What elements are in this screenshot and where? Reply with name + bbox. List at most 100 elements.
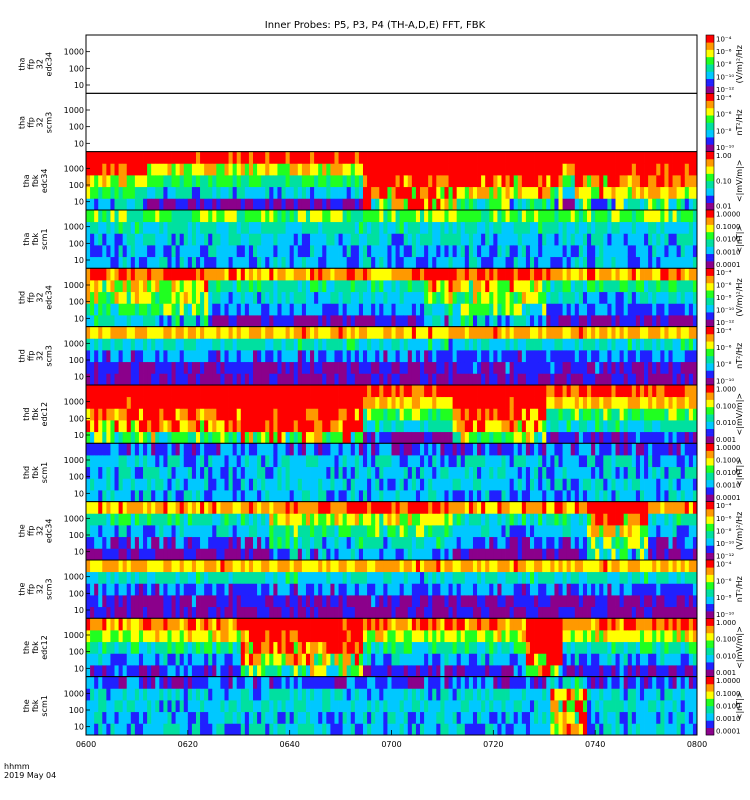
heatmap-cell <box>167 186 172 199</box>
heatmap-cell <box>375 280 380 293</box>
heatmap-cell <box>534 163 539 176</box>
heatmap-cell <box>529 443 535 456</box>
heatmap-cell <box>310 198 315 211</box>
heatmap-cell <box>98 525 103 538</box>
heatmap-cell <box>175 268 181 281</box>
heatmap-cell <box>493 280 498 293</box>
heatmap-cell <box>285 175 291 188</box>
heatmap-cell <box>521 326 527 339</box>
heatmap-cell <box>505 291 511 304</box>
heatmap-cell <box>183 233 189 246</box>
heatmap-cell <box>257 291 262 304</box>
heatmap-cell <box>122 525 128 538</box>
heatmap-cell <box>595 338 600 351</box>
heatmap-cell <box>118 151 124 164</box>
heatmap-cell <box>509 420 515 433</box>
heatmap-cell <box>310 291 315 304</box>
colorbar-segment <box>706 100 714 104</box>
heatmap-cell <box>277 326 282 339</box>
heatmap-cell <box>456 280 462 293</box>
heatmap-cell <box>566 245 572 258</box>
heatmap-cell <box>379 291 384 304</box>
y-tick-label: 10 <box>74 489 84 498</box>
heatmap-cell <box>591 268 596 281</box>
heatmap-cell <box>468 315 474 328</box>
heatmap-cell <box>383 268 388 281</box>
heatmap-cell <box>183 548 189 561</box>
heatmap-cell <box>163 151 168 164</box>
heatmap-cell <box>403 221 409 234</box>
heatmap-cell <box>314 466 319 479</box>
heatmap-cell <box>86 291 91 304</box>
heatmap-cell <box>407 291 413 304</box>
heatmap-cell <box>277 256 282 269</box>
heatmap-cell <box>529 338 535 351</box>
heatmap-cell <box>179 186 185 199</box>
heatmap-cell <box>257 466 262 479</box>
heatmap-cell <box>342 443 348 456</box>
heatmap-cell <box>607 373 612 386</box>
heatmap-cell <box>627 315 633 328</box>
heatmap-cell <box>460 315 466 328</box>
heatmap-cell <box>452 396 458 409</box>
heatmap-cell <box>428 186 433 199</box>
heatmap-cell <box>436 350 441 363</box>
heatmap-cell <box>179 466 185 479</box>
heatmap-cell <box>338 466 344 479</box>
heatmap-cell <box>191 186 197 199</box>
heatmap-cell <box>468 385 474 398</box>
heatmap-cell <box>513 198 519 211</box>
heatmap-cell <box>86 233 91 246</box>
heatmap-cell <box>167 443 172 456</box>
heatmap-cell <box>195 548 201 561</box>
heatmap-cell <box>200 151 205 164</box>
panel-ylabel: ffp <box>27 351 36 362</box>
heatmap-cell <box>106 501 111 514</box>
colorbar-segment <box>706 195 714 199</box>
heatmap-cell <box>281 385 286 398</box>
heatmap-cell <box>379 315 384 328</box>
heatmap-cell <box>118 338 124 351</box>
heatmap-cell <box>310 350 315 363</box>
colorbar-segment <box>706 363 714 366</box>
heatmap-cell <box>485 396 490 409</box>
heatmap-cell <box>338 396 344 409</box>
heatmap-cell <box>432 245 437 258</box>
heatmap-cell <box>680 233 686 246</box>
heatmap-cell <box>110 361 115 374</box>
heatmap-cell <box>639 221 645 234</box>
heatmap-cell <box>143 478 148 491</box>
heatmap-cell <box>424 431 429 444</box>
heatmap-cell <box>191 536 197 549</box>
heatmap-cell <box>126 408 132 421</box>
heatmap-cell <box>375 373 380 386</box>
heatmap-cell <box>627 338 633 351</box>
heatmap-cell <box>297 163 303 176</box>
colorbar-segment <box>706 321 714 325</box>
heatmap-cell <box>151 490 156 503</box>
heatmap-cell <box>497 431 502 444</box>
heatmap-cell <box>672 455 678 468</box>
heatmap-cell <box>481 408 486 421</box>
heatmap-cell <box>415 186 421 199</box>
heatmap-cell <box>595 478 600 491</box>
heatmap-cell <box>627 326 633 339</box>
heatmap-cell <box>110 326 115 339</box>
heatmap-cell <box>574 210 580 223</box>
heatmap-cell <box>432 408 437 421</box>
heatmap-cell <box>138 210 144 223</box>
colorbar-tick-label: 1.0000 <box>716 444 741 452</box>
heatmap-cell <box>171 385 177 398</box>
heatmap-cell <box>570 420 576 433</box>
heatmap-cell <box>106 548 111 561</box>
heatmap-cell <box>591 315 596 328</box>
heatmap-cell <box>228 221 234 234</box>
heatmap-cell <box>627 455 633 468</box>
heatmap-cell <box>407 163 413 176</box>
heatmap-cell <box>314 198 319 211</box>
heatmap-cell <box>660 151 665 164</box>
heatmap-cell <box>130 210 136 223</box>
heatmap-cell <box>375 151 380 164</box>
heatmap-cell <box>293 221 299 234</box>
heatmap-cell <box>599 268 604 281</box>
